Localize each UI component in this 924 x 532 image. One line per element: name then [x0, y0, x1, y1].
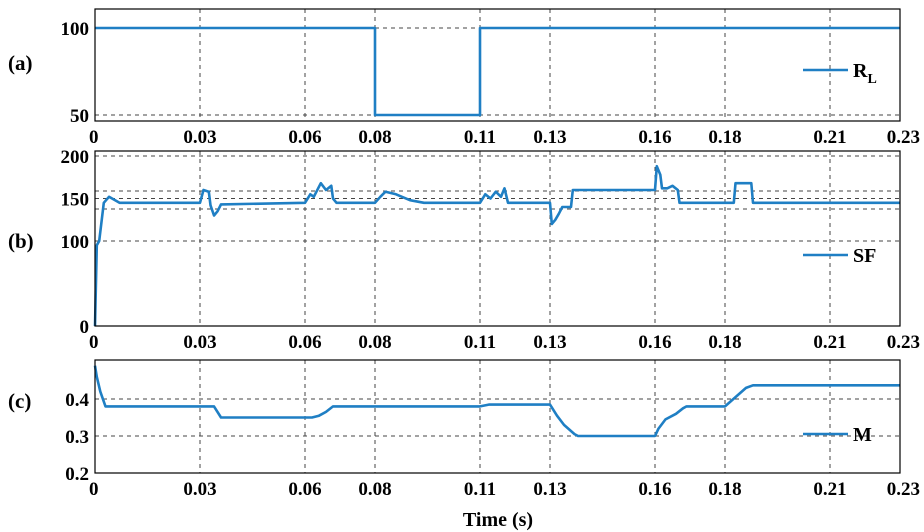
- x-tick-label: 0.03: [183, 127, 216, 148]
- y-tick-label: 0.4: [65, 390, 89, 411]
- x-tick-label: 0.23: [887, 479, 920, 500]
- panel-frame: [94, 8, 901, 122]
- series-line-sf: [93, 164, 900, 327]
- x-tick-label: 0: [89, 332, 99, 353]
- series-line-m: [93, 365, 900, 438]
- legend-name: M: [853, 424, 872, 446]
- y-tick-label: 100: [61, 232, 90, 253]
- x-tick-label: 0.16: [638, 479, 671, 500]
- panel-frame: [94, 150, 901, 327]
- x-tick-label: 0.06: [288, 479, 321, 500]
- x-tick-label: 0.08: [358, 332, 391, 353]
- panel-frame: [94, 359, 901, 474]
- x-tick-label: 0.03: [183, 332, 216, 353]
- x-tick-label: 0.23: [887, 332, 920, 353]
- x-tick-label: 0.13: [533, 332, 566, 353]
- x-tick-label: 0.13: [533, 479, 566, 500]
- x-tick-label: 0.21: [813, 479, 846, 500]
- legend-label: SF: [853, 245, 876, 267]
- panel-label: (c): [8, 389, 31, 413]
- panel-background: [95, 151, 900, 326]
- legend-name: SF: [853, 245, 876, 267]
- x-axis-title: Time (s): [463, 509, 533, 531]
- x-tick-label: 0: [89, 127, 99, 148]
- x-tick-label: 0.18: [708, 332, 741, 353]
- y-tick-label: 0.3: [65, 427, 89, 448]
- x-tick-label: 0.18: [708, 127, 741, 148]
- x-tick-label: 0: [89, 479, 99, 500]
- legend-label: M: [853, 424, 872, 446]
- panel-label: (a): [8, 51, 33, 75]
- panel-label: (b): [8, 229, 34, 253]
- x-tick-label: 0.16: [638, 332, 671, 353]
- y-tick-label: 0: [80, 317, 90, 338]
- x-tick-label: 0.21: [813, 127, 846, 148]
- x-tick-label: 0.16: [638, 127, 671, 148]
- y-tick-label: 100: [61, 19, 90, 40]
- panel-background: [95, 9, 900, 121]
- y-tick-label: 150: [61, 190, 90, 211]
- x-tick-label: 0.11: [464, 479, 496, 500]
- legend-name: R: [853, 60, 868, 82]
- panel-background: [95, 360, 900, 473]
- legend-label: RL: [853, 60, 877, 87]
- x-tick-label: 0.06: [288, 127, 321, 148]
- legend-subscript: L: [867, 72, 876, 87]
- x-tick-label: 0.06: [288, 332, 321, 353]
- y-tick-label: 200: [61, 147, 90, 168]
- x-tick-label: 0.13: [533, 127, 566, 148]
- x-tick-label: 0.08: [358, 127, 391, 148]
- y-tick-label: 50: [70, 106, 89, 127]
- x-tick-label: 0.18: [708, 479, 741, 500]
- x-tick-label: 0.23: [887, 127, 920, 148]
- x-tick-label: 0.08: [358, 479, 391, 500]
- x-tick-label: 0.03: [183, 479, 216, 500]
- x-tick-label: 0.11: [464, 127, 496, 148]
- x-tick-label: 0.11: [464, 332, 496, 353]
- x-tick-label: 0.21: [813, 332, 846, 353]
- y-tick-label: 0.2: [65, 464, 89, 485]
- series-line-r: [95, 26, 900, 117]
